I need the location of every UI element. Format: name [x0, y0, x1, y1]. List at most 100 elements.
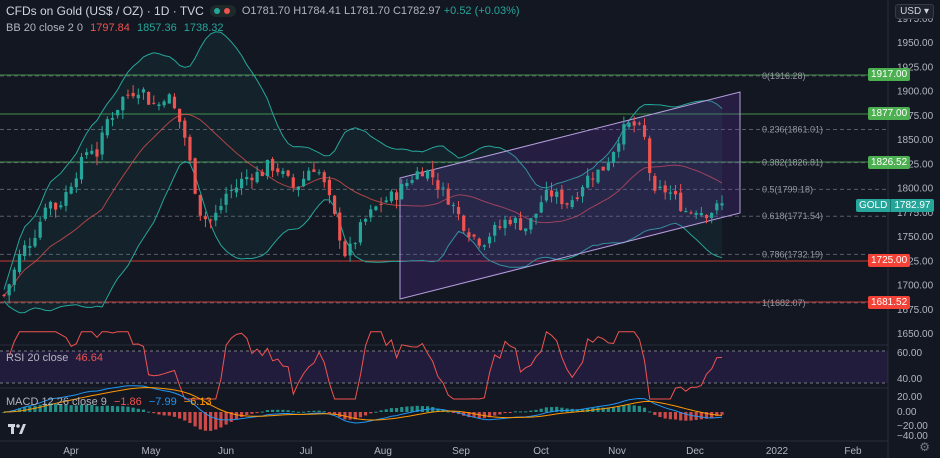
candle-body — [64, 192, 68, 206]
price-axis[interactable]: 1975.00 1950.00 1925.00 1900.00 1875.00 1850.… — [897, 14, 934, 340]
candle-body — [596, 169, 600, 183]
macd-hist-bar — [353, 412, 357, 420]
candle-body — [7, 284, 11, 296]
macd-hist-bar — [64, 404, 68, 412]
macd-hist-bar — [265, 410, 270, 412]
macd-hist-bar — [23, 406, 27, 412]
macd-hist-bar — [379, 410, 383, 412]
rsi-label: RSI 20 close — [6, 352, 69, 364]
candle-body — [312, 169, 316, 172]
candle-body — [601, 166, 605, 171]
candle-body — [183, 120, 187, 138]
macd-hist-bar — [446, 411, 450, 413]
candle-body — [653, 175, 657, 191]
candle-body — [229, 189, 233, 191]
macd-hist-bar — [271, 409, 275, 412]
macd-hist-bar — [12, 409, 16, 412]
macd-hist-bar — [637, 406, 641, 412]
candle-body — [214, 212, 218, 221]
macd-hist-bar — [116, 406, 120, 412]
candle-body — [668, 192, 672, 194]
candle-body — [74, 178, 78, 188]
candle-body — [441, 187, 445, 189]
candle-body — [379, 203, 383, 205]
candle-body — [374, 206, 378, 211]
candle-body — [245, 176, 249, 180]
tradingview-logo-icon[interactable] — [8, 422, 26, 436]
macd-hist-bar — [172, 412, 177, 417]
macd-hist-bar — [54, 404, 58, 412]
time-axis[interactable]: Apr May Jun Jul Aug Sep Oct Nov Dec 2022 Feb — [63, 446, 862, 457]
macd-hist-bar — [79, 404, 84, 412]
candle-body — [327, 179, 332, 196]
candle-body — [384, 200, 388, 203]
candle-body — [348, 243, 352, 256]
candle-body — [178, 108, 182, 122]
macd-hist-bar — [400, 407, 404, 412]
candle-body — [369, 209, 373, 218]
bb-label: BB 20 close 2 0 — [6, 22, 84, 34]
candle-body — [167, 94, 171, 104]
price-tick-label: 1950.00 — [897, 38, 934, 49]
candle-body — [147, 91, 151, 105]
candle-body — [710, 212, 714, 219]
macd-legend[interactable]: MACD 12 26 close 9 −1.86 −7.99 −6.13 — [6, 396, 212, 408]
price-tick-label: 1900.00 — [897, 87, 934, 98]
macd-hist-bar — [188, 412, 192, 424]
rsi-legend[interactable]: RSI 20 close 46.64 — [6, 352, 103, 364]
fibonacci-labels: 0(1916.28) 0.236(1861.01) 0.382(1826.81) 0.… — [762, 71, 823, 308]
macd-hist-bar — [33, 405, 37, 412]
candle-body — [637, 123, 641, 125]
level-price-tag: 1917.00 — [868, 68, 911, 82]
candle-body — [260, 171, 264, 177]
candle-body — [498, 226, 502, 228]
macd-hist-bar — [17, 408, 22, 412]
macd-hist-bar — [704, 412, 709, 419]
ohlc-values: O1781.70 H1784.41 L1781.70 C1782.97 +0.5… — [242, 5, 520, 17]
time-tick-label: Aug — [374, 446, 392, 457]
symbol-title[interactable]: CFDs on Gold (US$ / OZ) · 1D · TVC — [6, 4, 204, 18]
macd-hist-bar — [85, 404, 89, 412]
time-tick-label: Jun — [218, 446, 234, 457]
macd-hist-bar — [699, 412, 703, 420]
candle-body — [219, 206, 223, 211]
macd-line — [3, 385, 723, 424]
status-dot-icon — [213, 8, 220, 14]
bollinger-basis-line — [3, 113, 723, 296]
macd-hist-bar — [126, 406, 130, 412]
candle-body — [291, 177, 295, 188]
candle-body — [343, 241, 347, 257]
macd-hist-bar — [524, 411, 528, 413]
indicator-axis: 60.00 40.00 20.00 0.00 −20.00−40.00 — [897, 348, 928, 442]
macd-hist-bar — [203, 412, 208, 431]
price-tick-label: 1725.00 — [897, 256, 934, 267]
market-status-toggle[interactable] — [209, 5, 236, 17]
macd-hist-bar — [209, 412, 213, 431]
candle-body — [209, 219, 213, 221]
chart-header: CFDs on Gold (US$ / OZ) · 1D · TVC O1781… — [6, 4, 520, 18]
macd-hist-bar — [167, 412, 171, 416]
macd-hist-bar — [157, 412, 161, 415]
currency-select[interactable]: USD ▾ — [895, 4, 934, 19]
chevron-down-icon: ▾ — [923, 6, 929, 17]
candle-body — [126, 94, 130, 96]
gear-icon[interactable]: ⚙ — [919, 440, 930, 454]
candle-body — [332, 195, 337, 214]
price-channel[interactable] — [399, 91, 741, 300]
macd-hist-bar — [622, 405, 626, 412]
candle-body — [622, 124, 626, 145]
candle-body — [59, 205, 63, 208]
macd-hist-bar — [224, 412, 228, 425]
macd-hist-bar — [281, 409, 285, 412]
macd-hist-bar — [555, 406, 559, 412]
candle-body — [265, 159, 270, 176]
macd-hist-bar — [472, 412, 476, 418]
candlestick-series — [2, 85, 724, 303]
bb-legend[interactable]: BB 20 close 2 0 1797.84 1857.36 1738.32 — [6, 22, 224, 34]
candle-body — [152, 102, 156, 104]
gold-price-tag[interactable]: GOLD 1782.97 — [856, 199, 934, 212]
macd-hist-value: −1.86 — [113, 396, 142, 408]
macd-hist-bar — [560, 407, 564, 412]
macd-hist-bar — [121, 406, 125, 412]
